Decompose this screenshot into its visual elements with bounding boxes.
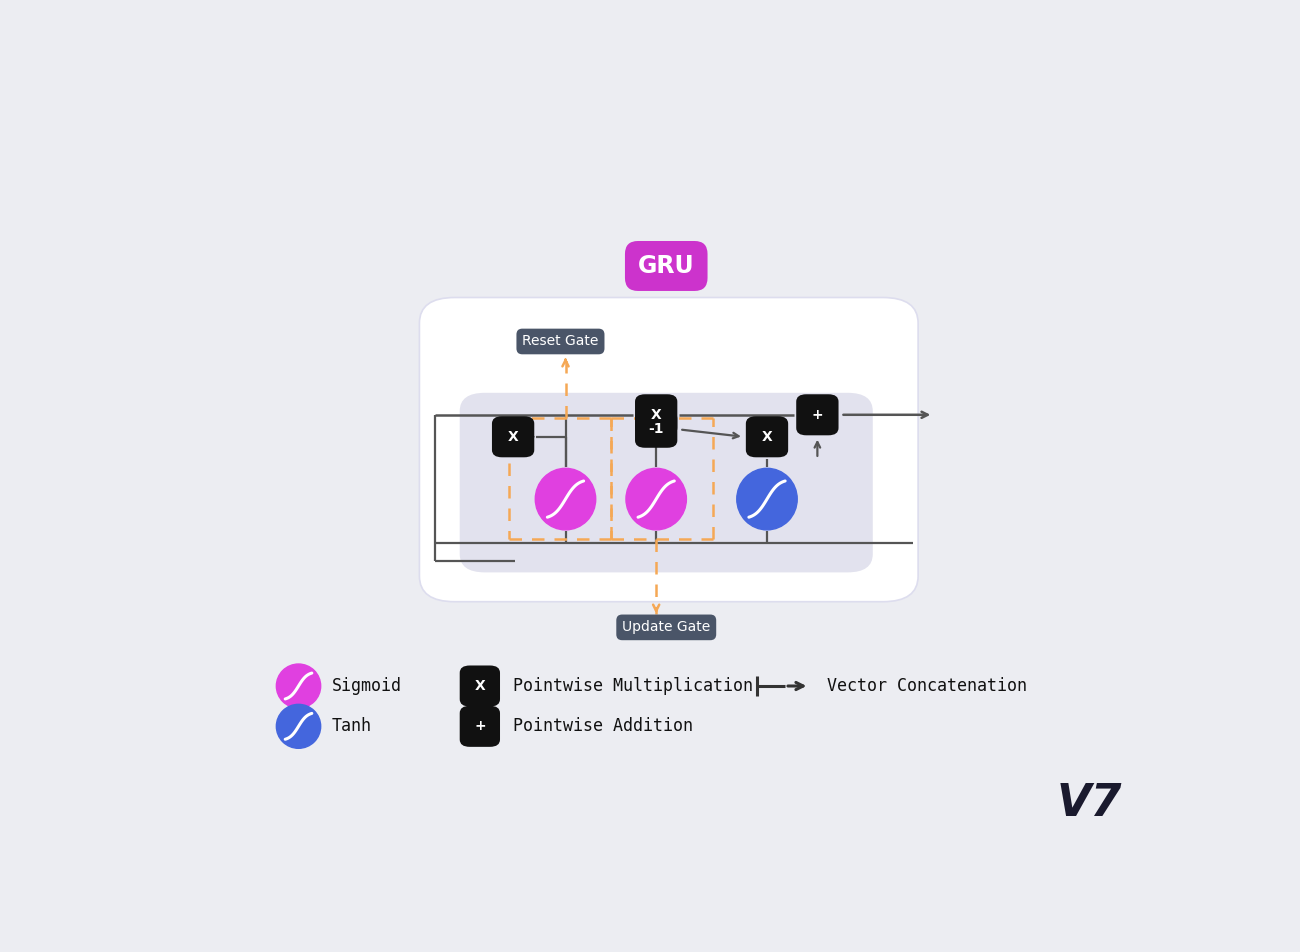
FancyBboxPatch shape [634, 394, 677, 435]
Text: +: + [474, 720, 486, 733]
Ellipse shape [277, 704, 321, 748]
Ellipse shape [536, 468, 595, 530]
Text: Vector Concatenation: Vector Concatenation [828, 677, 1027, 695]
FancyBboxPatch shape [460, 705, 500, 747]
FancyBboxPatch shape [460, 665, 500, 706]
FancyBboxPatch shape [796, 394, 839, 435]
Text: Pointwise Multiplication: Pointwise Multiplication [514, 677, 753, 695]
Text: +: + [811, 407, 823, 422]
FancyBboxPatch shape [634, 411, 677, 447]
FancyBboxPatch shape [420, 297, 918, 602]
FancyBboxPatch shape [491, 416, 534, 457]
Text: GRU: GRU [638, 254, 694, 278]
Text: X: X [508, 429, 519, 444]
FancyBboxPatch shape [746, 416, 788, 457]
Ellipse shape [277, 664, 321, 708]
Ellipse shape [625, 468, 686, 530]
Text: Sigmoid: Sigmoid [332, 677, 402, 695]
Text: X: X [474, 679, 485, 693]
Text: X: X [762, 429, 772, 444]
Text: Pointwise Addition: Pointwise Addition [514, 717, 693, 735]
Text: V7: V7 [1057, 782, 1122, 824]
Text: Reset Gate: Reset Gate [523, 334, 599, 348]
Text: X: X [651, 407, 662, 422]
Text: -1: -1 [649, 423, 664, 436]
FancyBboxPatch shape [460, 393, 872, 572]
Text: Tanh: Tanh [332, 717, 372, 735]
Ellipse shape [737, 468, 797, 530]
Text: Update Gate: Update Gate [623, 621, 710, 634]
